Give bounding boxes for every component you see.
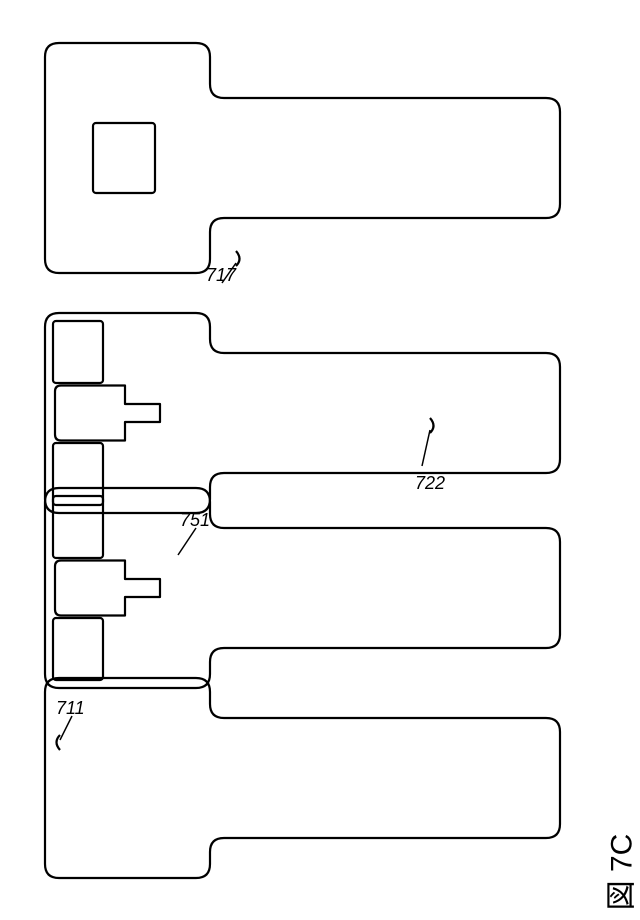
tab-717 [45, 43, 560, 273]
leader-711-hook [57, 735, 61, 750]
leader-751 [178, 528, 196, 555]
leader-717-hook [236, 251, 240, 266]
tab2-bottle [55, 561, 160, 616]
leader-722-hook [430, 418, 434, 433]
leader-711-a [60, 716, 72, 740]
tab-middle [45, 313, 560, 513]
tab4-inner-rect [93, 123, 155, 193]
tab-751 [45, 488, 560, 688]
label-717: 717 [206, 265, 236, 286]
label-711: 711 [56, 698, 85, 719]
diagram-canvas: 711 751 722 717 図 7C [0, 0, 640, 920]
figure-label: 図 7C [596, 834, 640, 911]
leader-722 [422, 430, 430, 466]
diagram-svg [0, 0, 640, 920]
label-722: 722 [415, 473, 445, 494]
tab3-bottle [55, 386, 160, 441]
tab3-slot-top [53, 321, 103, 383]
tab-711 [45, 678, 560, 878]
tab2-slot-bottom [53, 618, 103, 680]
label-751: 751 [180, 510, 210, 531]
